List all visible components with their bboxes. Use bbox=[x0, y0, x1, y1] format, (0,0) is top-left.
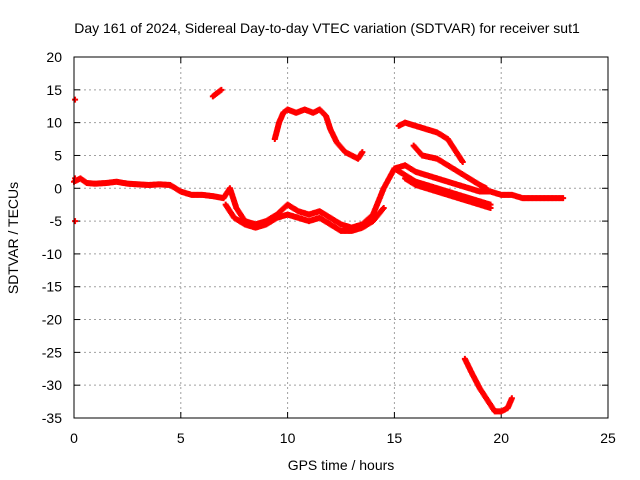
y-tick-label: -5 bbox=[50, 213, 63, 229]
data-marks bbox=[71, 86, 567, 415]
x-tick-label: 20 bbox=[493, 430, 509, 446]
series-isolated-points bbox=[72, 96, 79, 225]
x-tick-label: 15 bbox=[387, 430, 403, 446]
series-arc-16-to-19 bbox=[410, 142, 490, 192]
data-point bbox=[508, 395, 515, 402]
data-point bbox=[380, 204, 387, 211]
data-point bbox=[72, 96, 79, 103]
y-tick-label: 10 bbox=[46, 115, 62, 131]
series-arc-near-19 bbox=[461, 355, 515, 415]
tick-labels: 0 5 10 15 20 25 -35 -30 -25 -20 -15 -10 -5 0 5 10 15 20 bbox=[42, 49, 616, 446]
series-lower-band bbox=[222, 201, 387, 234]
x-tick-label: 0 bbox=[70, 430, 78, 446]
data-point bbox=[359, 149, 366, 156]
y-tick-label: -35 bbox=[42, 410, 62, 426]
plot-frame bbox=[73, 56, 609, 419]
x-tick-label: 25 bbox=[600, 430, 616, 446]
series-arc-near-7 bbox=[209, 86, 225, 100]
data-point bbox=[483, 185, 490, 192]
x-axis-label: GPS time / hours bbox=[288, 457, 395, 473]
y-tick-label: 15 bbox=[46, 82, 62, 98]
data-point bbox=[560, 195, 567, 202]
series-arc-15-to-18 bbox=[395, 119, 466, 166]
data-point bbox=[218, 86, 225, 93]
y-tick-label: -20 bbox=[42, 312, 62, 328]
y-tick-label: -25 bbox=[42, 344, 62, 360]
data-point bbox=[459, 159, 466, 166]
y-tick-label: -30 bbox=[42, 377, 62, 393]
grid-lines bbox=[74, 57, 608, 418]
y-tick-label: -10 bbox=[42, 246, 62, 262]
y-tick-label: 5 bbox=[54, 147, 62, 163]
chart-title: Day 161 of 2024, Sidereal Day-to-day VTE… bbox=[74, 20, 580, 36]
series-arc-near-10 bbox=[271, 106, 366, 162]
x-tick-label: 10 bbox=[280, 430, 296, 446]
data-point bbox=[487, 204, 494, 211]
y-tick-label: 0 bbox=[54, 180, 62, 196]
data-point bbox=[72, 218, 79, 225]
y-axis-label: SDTVAR / TECUs bbox=[5, 182, 21, 294]
series-main-track bbox=[71, 162, 567, 231]
y-tick-label: 20 bbox=[46, 49, 62, 65]
data-point bbox=[72, 175, 79, 182]
x-tick-label: 5 bbox=[177, 430, 185, 446]
series-post-peak-band-2 bbox=[402, 175, 494, 211]
y-tick-label: -15 bbox=[42, 279, 62, 295]
